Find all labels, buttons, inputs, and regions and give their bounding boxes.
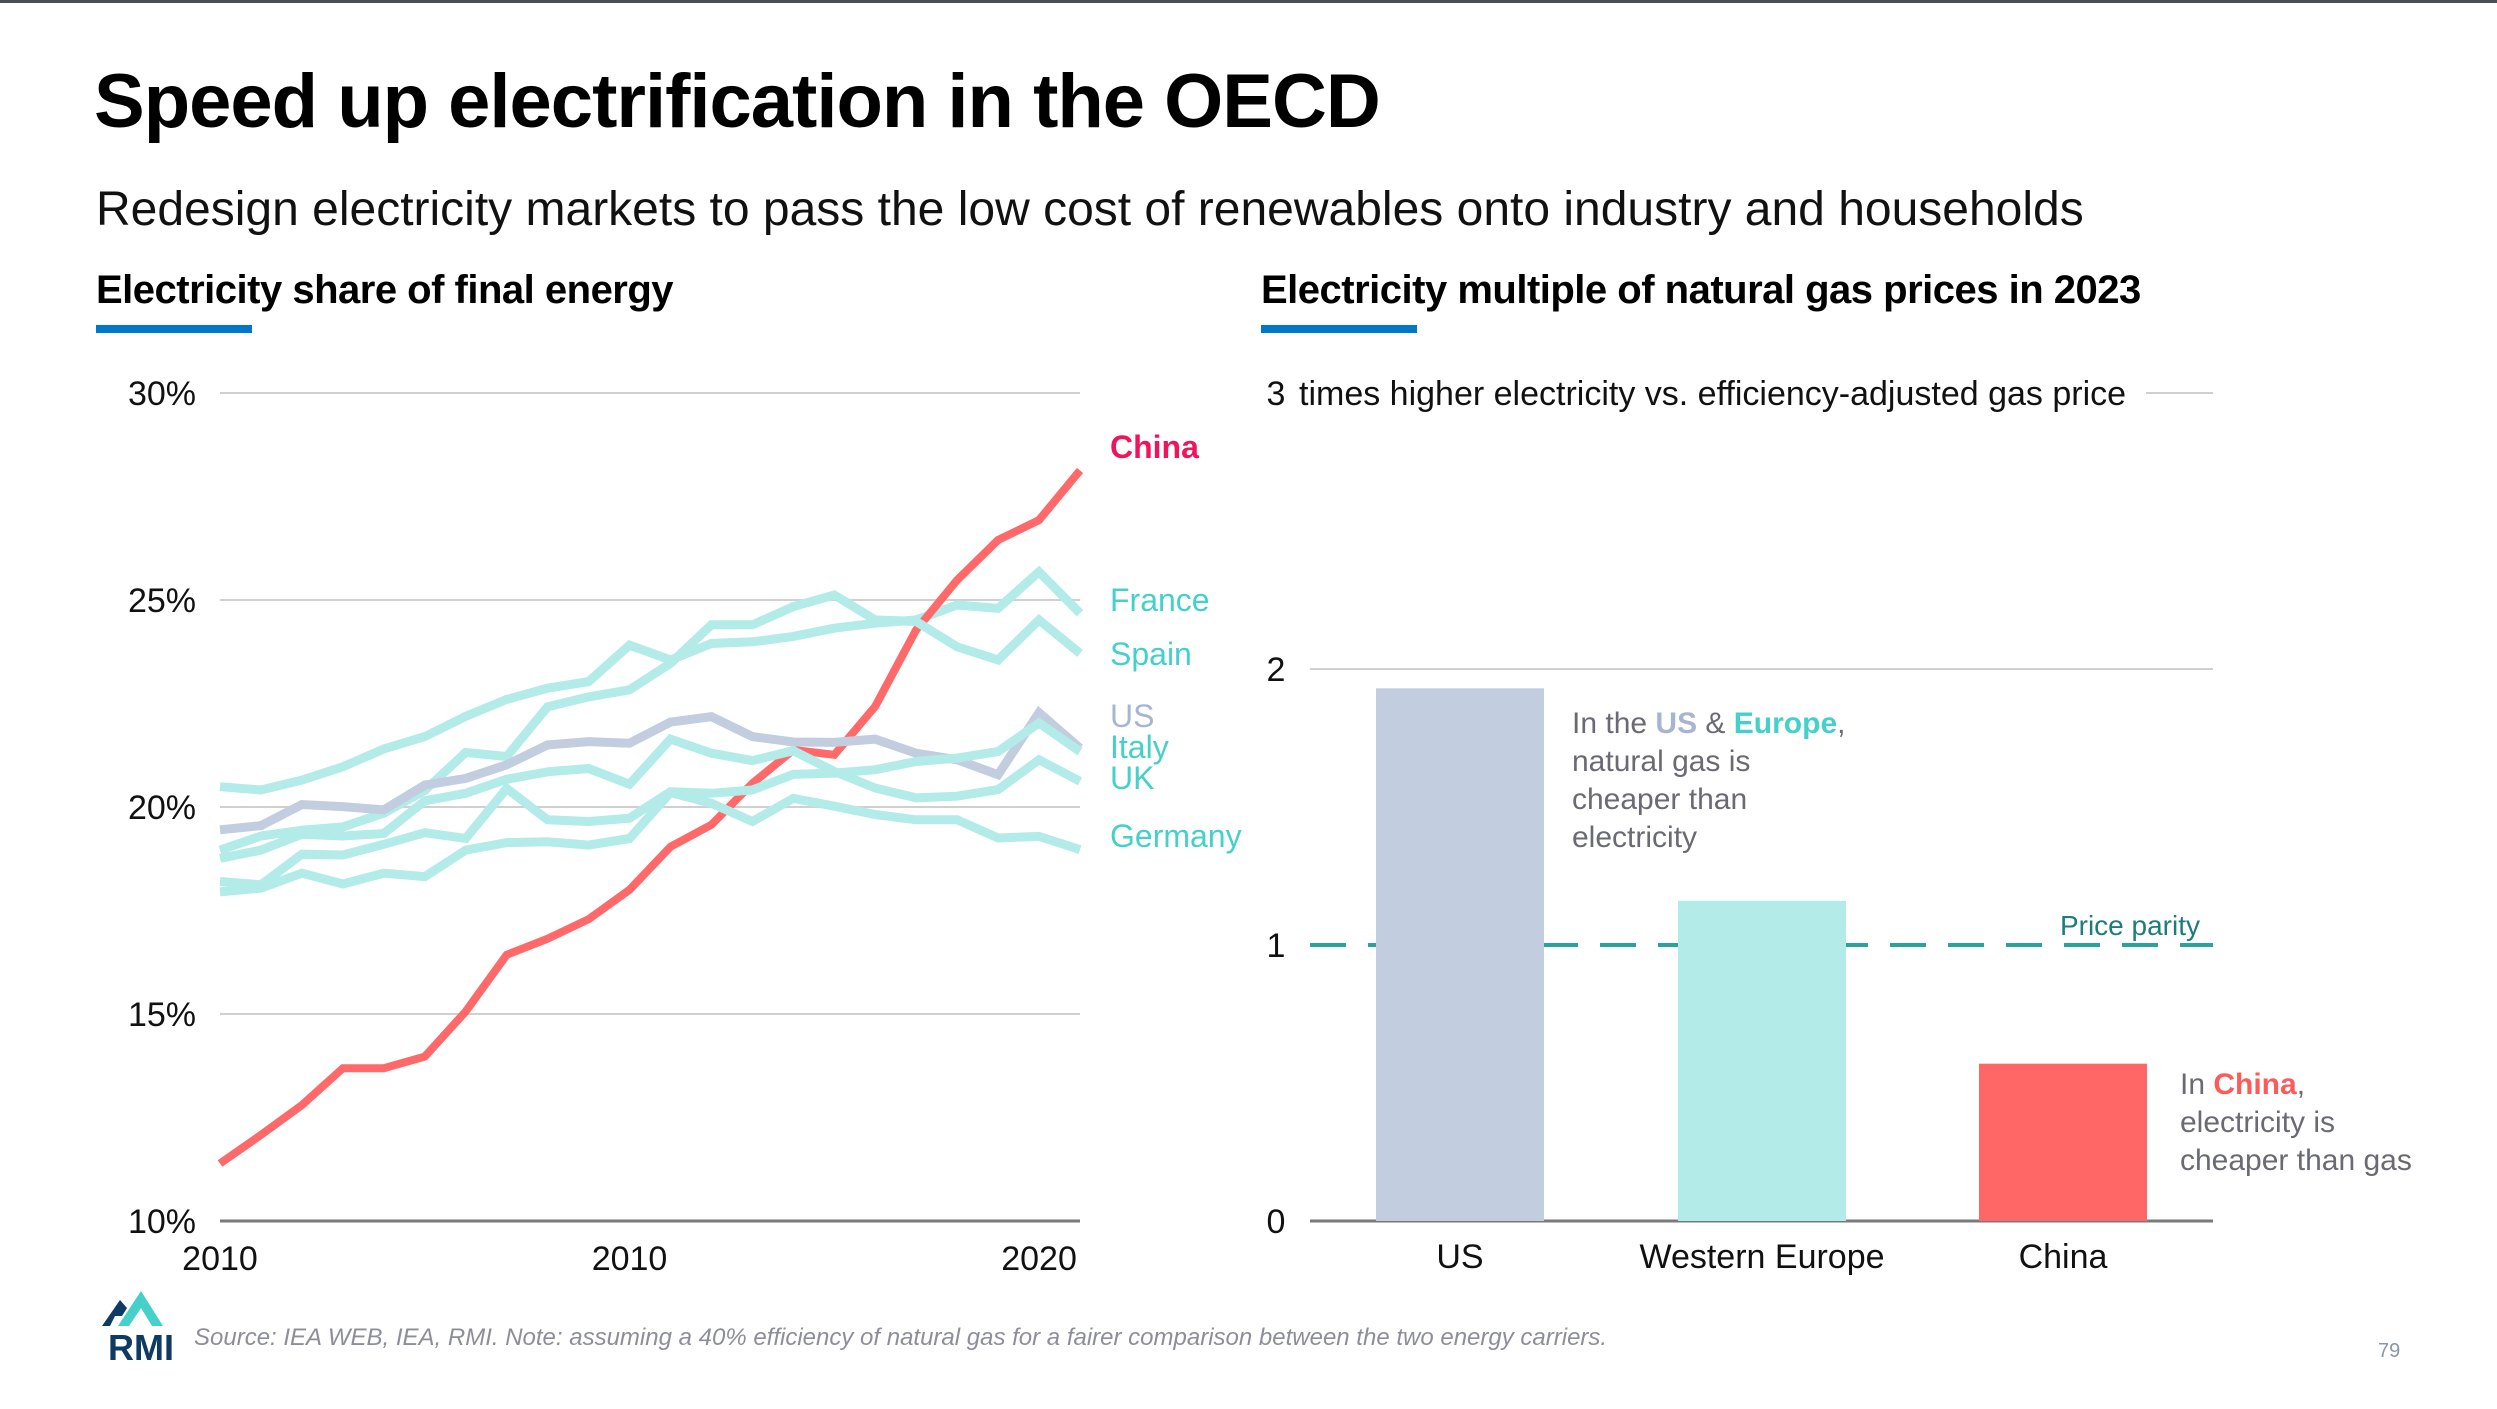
bar-chart: 3 2 1 0 times higher electricity vs. efficie…	[1267, 375, 2213, 1276]
bar-chart-y-tick-label: 2	[1267, 651, 1286, 689]
line-series-france	[219, 565, 1084, 795]
annotation-text: &	[1697, 707, 1734, 740]
bar-category-label: China	[2019, 1238, 2108, 1276]
bar-overlay-0	[1376, 941, 1544, 949]
annotation-text: ,	[1837, 707, 1846, 740]
bar-chart-title-underline	[1261, 325, 1417, 333]
line-label-uk: UK	[1110, 760, 1154, 796]
line-chart-y-tick-label: 10%	[128, 1203, 196, 1241]
line-series-uk	[219, 733, 1083, 863]
page-subtitle: Redesign electricity markets to pass the…	[96, 183, 2084, 236]
line-label-italy: Italy	[1110, 729, 1169, 765]
line-chart-title-underline	[96, 325, 252, 333]
line-chart-y-tick-label: 15%	[128, 996, 196, 1034]
rmi-logo-text: RMI	[108, 1327, 174, 1362]
annotation-china: In China, electricity is cheaper than gas	[2180, 1066, 2412, 1180]
annotation-text: In the	[1572, 707, 1656, 740]
line-chart: 30%25%20%15%10%2010 2010 2020FranceSpainUS…	[128, 375, 1242, 1278]
line-series-china	[217, 467, 1084, 1167]
line-chart-y-tick-label: 25%	[128, 582, 196, 620]
bar-chart-title: Electricity multiple of natural gas pric…	[1261, 268, 2141, 312]
annotation-line: cheaper than	[1572, 783, 1748, 816]
rmi-logo-dark-peak	[102, 1300, 127, 1326]
line-chart-y-tick-label: 30%	[128, 375, 196, 413]
line-label-us: US	[1110, 698, 1154, 734]
page-number: 79	[2378, 1340, 2401, 1362]
annotation-line: In China,	[2180, 1066, 2412, 1104]
annotation-line: In the US & Europe,	[1572, 705, 1845, 743]
annotation-highlight: China	[2213, 1068, 2297, 1101]
source-note: Source: IEA WEB, IEA, RMI. Note: assumin…	[194, 1324, 1608, 1351]
bar-us	[1376, 688, 1544, 1221]
line-chart-x-tick-label: 2010	[182, 1240, 258, 1278]
line-label-france: France	[1110, 582, 1210, 618]
line-chart-y-tick-label: 20%	[128, 789, 196, 827]
bar-western-europe	[1678, 900, 1846, 1221]
annotation-text: In	[2180, 1068, 2214, 1101]
line-series-italy	[219, 717, 1083, 890]
annotation-highlight: Europe	[1733, 707, 1838, 740]
line-chart-title: Electricity share of final energy	[96, 268, 674, 312]
bar-china	[1979, 1063, 2147, 1221]
bar-category-label: US	[1436, 1238, 1483, 1276]
annotation-highlight: US	[1655, 707, 1698, 740]
line-label-china: China	[1110, 429, 1199, 465]
bar-chart-y-tick-label: 3	[1267, 375, 1286, 413]
top-border	[0, 0, 2497, 3]
page-title: Speed up electrification in the OECD	[94, 59, 1381, 144]
line-chart-x-tick-label: 2020	[1001, 1240, 1077, 1278]
annotation-line: natural gas is	[1572, 745, 1751, 778]
annotation-us-europe: In the US & Europe, natural gas is cheaper…	[1572, 705, 1845, 857]
annotation-line: electricity is	[2180, 1106, 2336, 1139]
bar-chart-y-tick-label: 1	[1267, 927, 1286, 965]
bar-category-label: Western Europe	[1639, 1238, 1884, 1276]
bar-chart-y-tick-label: 0	[1267, 1203, 1286, 1241]
annotation-text: ,	[2296, 1068, 2306, 1101]
price-parity-label: Price parity	[2060, 910, 2200, 941]
line-series-spain	[218, 590, 1083, 855]
annotation-line: cheaper than gas	[2180, 1144, 2412, 1177]
rmi-logo-teal-peak	[118, 1291, 163, 1326]
line-chart-x-tick-label: 2010	[592, 1240, 668, 1278]
line-series-germany	[219, 787, 1082, 897]
line-label-germany: Germany	[1110, 818, 1242, 854]
annotation-line: electricity	[1572, 821, 1698, 854]
rmi-logo: RMI	[102, 1291, 174, 1362]
bar-overlay-1	[1678, 941, 1846, 949]
bar-chart-y-axis-label: times higher electricity vs. efficiency-…	[1299, 375, 2126, 413]
line-label-spain: Spain	[1110, 636, 1192, 672]
